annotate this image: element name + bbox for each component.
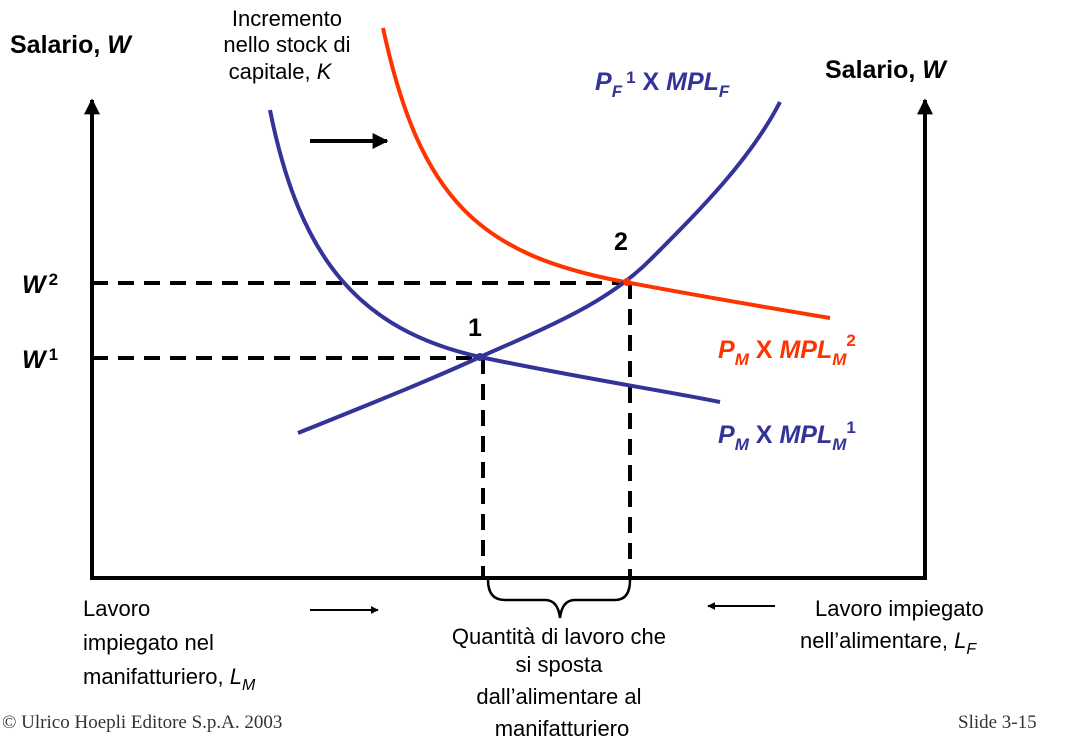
text-part: Incremento [232,6,342,31]
text-part: Salario, [825,56,922,84]
text-part: M [242,677,256,694]
capital-note: Incremento nello stock di capitale, K [223,6,356,84]
text-part: 2 [846,331,855,350]
equilibrium-1 [476,353,484,361]
labor-shift: Quantità di lavoro che si sposta dall’al… [452,624,672,741]
curve-pm2 [381,27,831,320]
dashed-w2 [92,281,632,578]
text-part: X [749,336,780,364]
point-2-label: 2 [614,228,628,256]
text-part: M [832,435,847,454]
text-part: W [22,346,48,374]
text-part: X [636,68,667,96]
footer-copyright: © Ulrico Hoepli Editore S.p.A. 2003 [2,712,282,733]
labor-manufacturing: Lavoro impiegato nel manifatturiero, LM [83,596,256,694]
labor-food: Lavoro impiegato nell’alimentare, LF [800,596,990,658]
dashed-w1 [92,356,485,578]
curve-pm2-label: PM X MPLM2 [718,331,856,369]
text-part: nello stock di [223,32,350,57]
text-part: Salario, [10,31,107,59]
curve-pm1-label: PM X MPLM1 [718,418,856,454]
left-axis-label: Salario, W [10,31,133,59]
text-part: X [749,421,780,449]
text-part: Quantità di lavoro che [452,624,666,649]
text-part: W [107,31,133,59]
text-part: M [832,350,847,369]
text-part: manifatturiero, [83,664,230,689]
text-part: P [595,68,612,96]
text-part: W [22,271,48,299]
curve-pf [297,101,782,435]
text-part: capitale, [229,59,317,84]
footer-slide: Slide 3-15 [958,712,1037,733]
text-part: K [317,59,333,84]
text-part: MPL [779,336,832,364]
text-part: L [230,664,242,689]
text-part: 1 [49,345,58,364]
text-part: 2 [49,270,58,289]
right-axis-label: Salario, W [825,56,948,84]
text-part: 1 [846,418,855,437]
curve-pf-label: PF1 X MPLF [595,68,730,101]
text-part: M [735,435,750,454]
text-part: 1 [626,68,635,87]
text-part: P [718,421,735,449]
text-part: M [735,350,750,369]
equilibrium-2 [623,278,631,286]
text-part: F [612,82,623,101]
text-part: P [718,336,735,364]
brace [486,579,632,619]
text-part: W [922,56,948,84]
text-part: impiegato nel [83,630,214,655]
text-part: si sposta [516,652,604,677]
text-part: MPL [666,68,719,96]
point-1-label: 1 [468,314,482,342]
text-part: MPL [779,421,832,449]
text-part: Lavoro impiegato [815,596,984,621]
text-part: L [954,628,966,653]
text-part: F [719,82,730,101]
text-part: Lavoro [83,596,150,621]
curve-pm1 [268,109,721,404]
text-part: nell’alimentare, [800,628,954,653]
text-part: manifatturiero [495,716,630,741]
text-part: F [966,641,977,658]
text-part: dall’alimentare al [476,684,641,709]
